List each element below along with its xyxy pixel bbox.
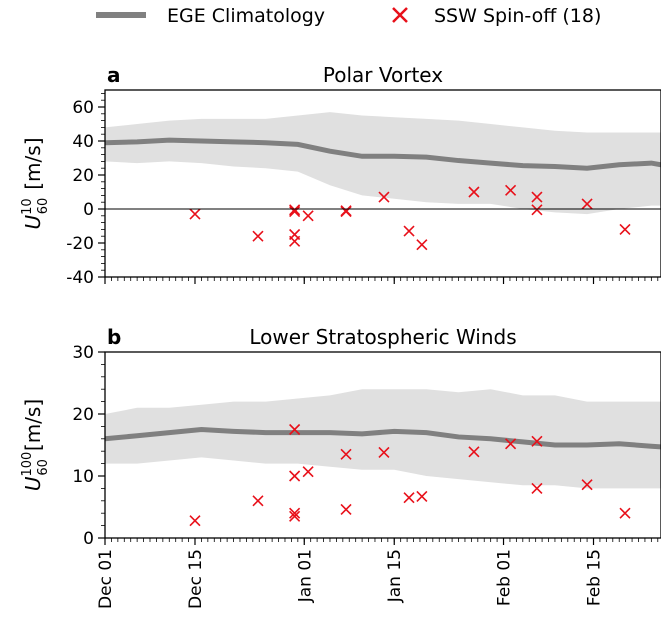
y-tick-label: 0	[83, 529, 94, 549]
panel-label: b	[107, 325, 121, 349]
x-marker	[531, 482, 543, 494]
x-marker	[531, 435, 543, 447]
x-marker	[468, 446, 480, 458]
x-marker	[581, 198, 593, 210]
x-marker	[505, 438, 517, 450]
panel: 0 10 20 30 Dec 01 Dec 15 Jan 01 Jan 15 Feb 01 Feb…	[20, 325, 661, 609]
x-marker	[302, 210, 314, 222]
spread-band	[105, 112, 661, 215]
x-marker	[252, 230, 264, 242]
panel-label: a	[107, 63, 121, 87]
x-tick-label: Jan 01	[295, 549, 315, 603]
x-marker	[340, 503, 352, 516]
x-marker	[189, 515, 201, 527]
y-label-part: U	[21, 214, 45, 229]
x-tick-label: Feb 01	[495, 549, 515, 606]
x-marker	[619, 223, 631, 235]
axes-frame	[104, 89, 661, 278]
x-marker	[531, 191, 543, 203]
y-tick-label: 30	[72, 343, 94, 363]
climatology-line	[104, 137, 661, 171]
x-marker	[289, 204, 301, 216]
x-marker	[416, 490, 428, 503]
climatology-line	[104, 426, 661, 450]
x-marker	[505, 184, 517, 196]
y-label-part: 100	[20, 452, 35, 477]
x-marker	[252, 495, 264, 507]
y-tick-label: 60	[72, 98, 94, 118]
x-tick-label: Dec 01	[96, 549, 116, 609]
x-marker	[581, 479, 593, 491]
x-marker	[289, 510, 301, 522]
y-label-part: [m/s]	[21, 399, 45, 451]
x-marker	[289, 423, 301, 436]
panel-title: Lower Stratospheric Winds	[249, 325, 516, 349]
x-marker	[619, 507, 631, 519]
y-tick-label: 0	[83, 200, 94, 220]
legend-label: SSW Spin-off (18)	[434, 5, 601, 27]
spread-band	[105, 389, 661, 489]
x-marker	[403, 492, 415, 504]
y-label-part: [m/s]	[21, 138, 45, 190]
x-marker	[403, 225, 415, 237]
y-tick-label: 20	[72, 405, 94, 425]
y-label-part: 10	[20, 198, 35, 215]
x-tick-label: Dec 15	[186, 549, 206, 609]
y-tick-label: 40	[72, 132, 94, 152]
y-tick-label: 10	[72, 467, 94, 487]
x-marker	[416, 239, 428, 251]
x-marker	[289, 235, 301, 247]
y-axis-label: U1060 [m/s]	[20, 138, 51, 230]
x-tick-label: Feb 15	[585, 549, 605, 606]
x-marker	[289, 205, 301, 218]
x-marker	[302, 466, 314, 478]
y-tick-label: -40	[66, 268, 94, 288]
legend: EGE Climatology SSW Spin-off (18)	[96, 5, 601, 27]
axes-frame	[104, 351, 661, 539]
panel-title: Polar Vortex	[323, 63, 443, 87]
x-marker	[340, 448, 352, 460]
legend-marker-swatch	[392, 7, 408, 23]
legend-label: EGE Climatology	[167, 5, 325, 27]
x-tick-label: Jan 15	[385, 549, 405, 603]
x-marker	[340, 205, 352, 218]
x-marker	[378, 191, 390, 203]
x-marker	[531, 204, 543, 216]
y-label-part: 60	[36, 459, 51, 476]
x-marker	[468, 186, 480, 198]
y-tick-label: -20	[66, 234, 94, 254]
x-marker	[289, 470, 301, 482]
x-marker	[378, 446, 390, 459]
y-label-part: 60	[36, 198, 51, 215]
y-label-part: U	[21, 476, 45, 491]
x-marker	[289, 507, 301, 519]
y-axis-label: U10060 [m/s]	[20, 399, 51, 491]
x-marker	[189, 208, 201, 220]
y-tick-label: 20	[72, 166, 94, 186]
